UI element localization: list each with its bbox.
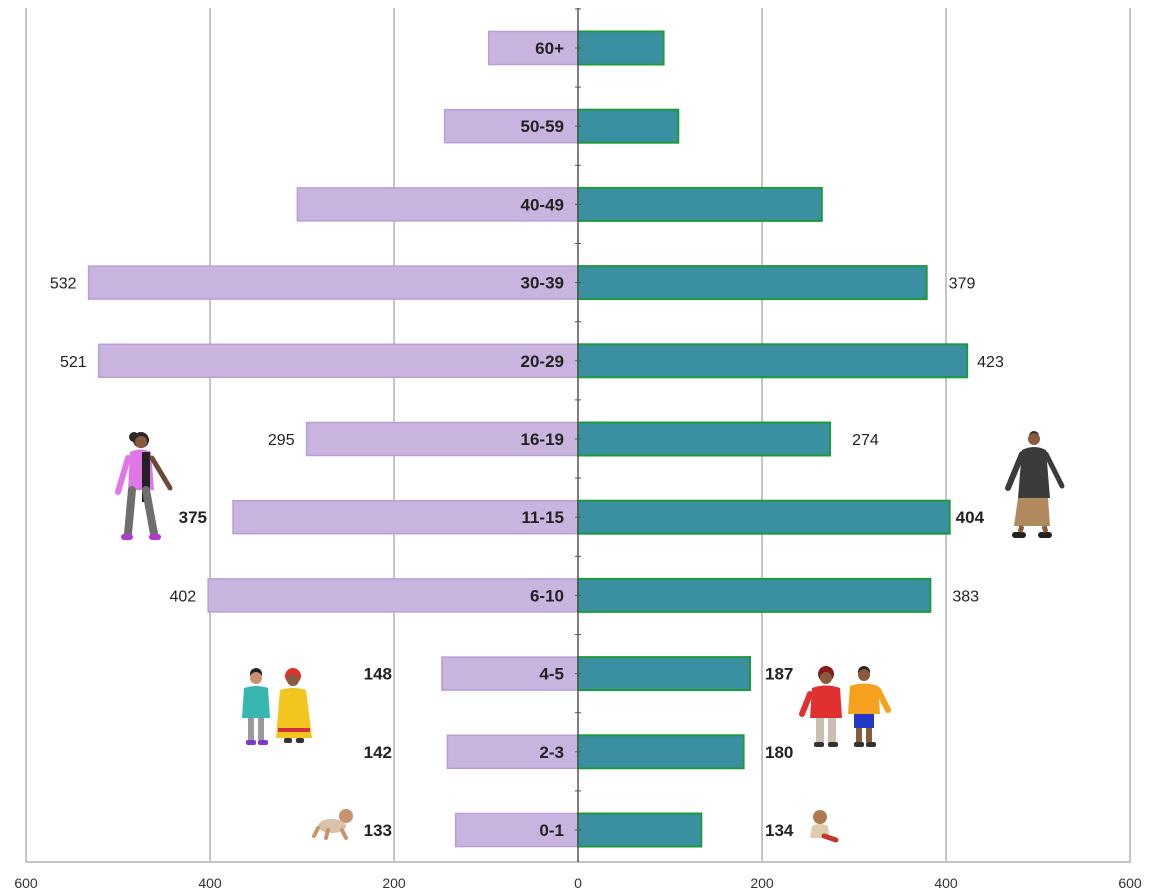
bar-right: [577, 265, 928, 301]
category-label: 4-5: [539, 665, 564, 684]
labels: 60+ 50-59 40-49 30-39 532 379 20-29 521 423 16-19…: [50, 39, 1004, 840]
bar-right: [577, 421, 832, 457]
value-label-left: 521: [60, 354, 87, 371]
value-label-left: 295: [268, 432, 295, 449]
bar-right: [577, 343, 969, 379]
bar-left: [232, 499, 579, 535]
bar-left: [441, 656, 579, 691]
category-label: 60+: [535, 39, 564, 58]
value-label-right: 379: [949, 276, 976, 293]
woman-walking-icon: [115, 432, 173, 540]
x-tick-label: 600: [1118, 875, 1142, 891]
value-label-left: 532: [50, 276, 77, 293]
category-label: 0-1: [539, 821, 564, 840]
crawling-baby-icon: [312, 809, 353, 840]
bar-right: [577, 108, 680, 144]
x-tick-label: 400: [934, 875, 958, 891]
value-label-left: 133: [364, 821, 392, 840]
category-label: 2-3: [539, 743, 564, 762]
bar-right: [577, 656, 752, 692]
center-axis: [575, 8, 581, 862]
value-label-right: 180: [765, 743, 793, 762]
category-label: 6-10: [530, 586, 564, 605]
category-label: 50-59: [521, 117, 564, 136]
bar-left: [87, 265, 579, 300]
value-label-left: 375: [179, 508, 207, 527]
category-label: 40-49: [521, 195, 564, 214]
bar-right: [577, 499, 951, 535]
boys-pair-icon: [799, 666, 891, 747]
x-tick-label: 0: [574, 875, 582, 891]
bar-right: [577, 30, 665, 66]
category-label: 20-29: [521, 352, 564, 371]
bar-left: [207, 578, 579, 613]
x-tick-label: 200: [750, 875, 774, 891]
bar-left: [443, 108, 579, 144]
x-tick-label: 400: [198, 875, 222, 891]
girls-pair-icon: [242, 668, 312, 745]
bar-left: [296, 187, 579, 222]
value-label-right: 274: [852, 432, 879, 449]
bar-right: [577, 734, 745, 770]
bar-left: [305, 421, 579, 457]
bar-left: [488, 30, 579, 66]
bar-left: [446, 734, 579, 770]
category-label: 11-15: [521, 508, 564, 527]
sitting-baby-icon: [810, 810, 839, 843]
x-tick-labels: 600 400 200 0 200 400 600: [14, 875, 1142, 891]
value-label-right: 134: [765, 821, 794, 840]
bar-right: [577, 577, 932, 613]
x-tick-label: 600: [14, 875, 38, 891]
bar-right: [577, 186, 823, 222]
value-label-left: 148: [364, 665, 392, 684]
bar-right: [577, 812, 703, 848]
category-label: 30-39: [521, 274, 564, 293]
bars: [87, 30, 969, 848]
value-label-right: 187: [765, 665, 793, 684]
x-tick-label: 200: [382, 875, 406, 891]
bar-left: [97, 343, 579, 379]
value-label-left: 142: [364, 743, 392, 762]
man-walking-icon: [1005, 431, 1065, 538]
bar-left: [454, 812, 579, 848]
value-label-right: 404: [956, 508, 985, 527]
value-label-right: 383: [952, 588, 979, 605]
category-label: 16-19: [521, 430, 564, 449]
value-label-left: 402: [169, 588, 196, 605]
value-label-right: 423: [977, 354, 1004, 371]
